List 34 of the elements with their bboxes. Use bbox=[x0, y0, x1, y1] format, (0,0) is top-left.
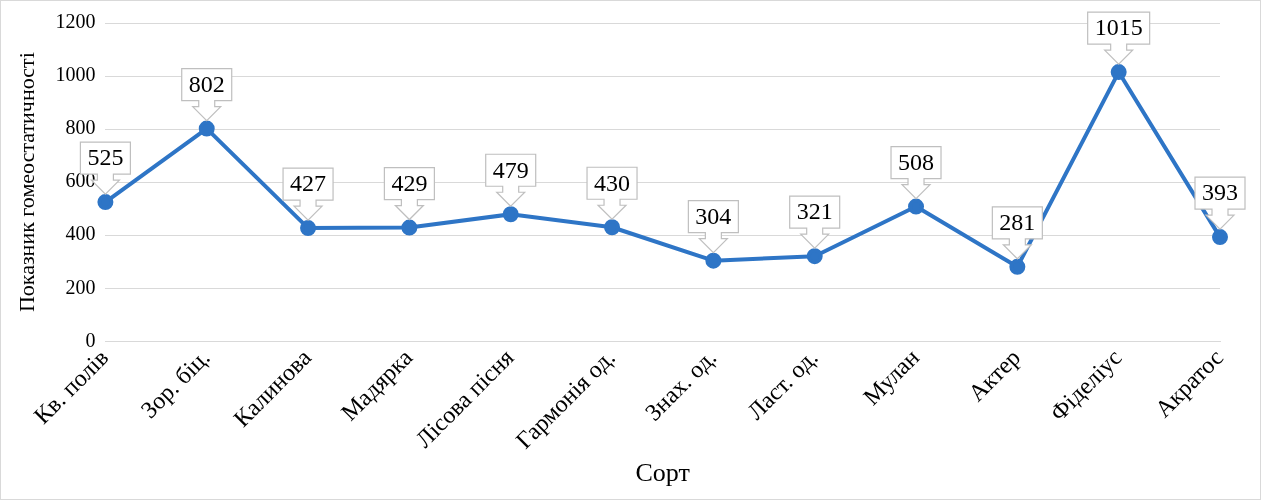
point bbox=[401, 219, 418, 236]
data-label: 304 bbox=[695, 202, 732, 229]
data-label: 393 bbox=[1202, 179, 1238, 206]
point bbox=[300, 220, 317, 237]
data-label: 430 bbox=[594, 169, 631, 196]
x-axis-title: Сорт bbox=[635, 458, 690, 488]
point bbox=[1110, 64, 1127, 81]
point bbox=[1009, 258, 1026, 275]
y-tick-label: 400 bbox=[65, 222, 96, 245]
y-tick-label: 0 bbox=[85, 328, 96, 351]
point bbox=[502, 206, 519, 223]
point bbox=[97, 194, 114, 211]
y-axis-title: Показник гомеостатичності bbox=[13, 52, 39, 313]
y-tick-label: 800 bbox=[65, 116, 96, 139]
x-tick-label: Знах. од. bbox=[640, 344, 722, 426]
point bbox=[806, 248, 823, 265]
data-label: 479 bbox=[492, 156, 529, 183]
point bbox=[908, 198, 925, 215]
point bbox=[604, 219, 621, 236]
data-label: 1015 bbox=[1094, 14, 1143, 41]
y-tick-label: 1200 bbox=[55, 10, 96, 33]
data-label: 802 bbox=[188, 70, 225, 97]
data-label: 508 bbox=[898, 148, 935, 175]
data-label: 321 bbox=[796, 198, 833, 225]
x-tick-label: Зор. біц. bbox=[135, 344, 215, 424]
y-tick-label: 200 bbox=[65, 275, 96, 298]
point bbox=[705, 252, 722, 269]
point bbox=[198, 120, 215, 137]
y-tick-label: 1000 bbox=[55, 63, 96, 86]
data-label: 281 bbox=[999, 209, 1036, 236]
point bbox=[1212, 229, 1228, 246]
data-label: 525 bbox=[87, 144, 124, 171]
data-label: 429 bbox=[391, 169, 428, 196]
data-label: 427 bbox=[290, 170, 327, 197]
